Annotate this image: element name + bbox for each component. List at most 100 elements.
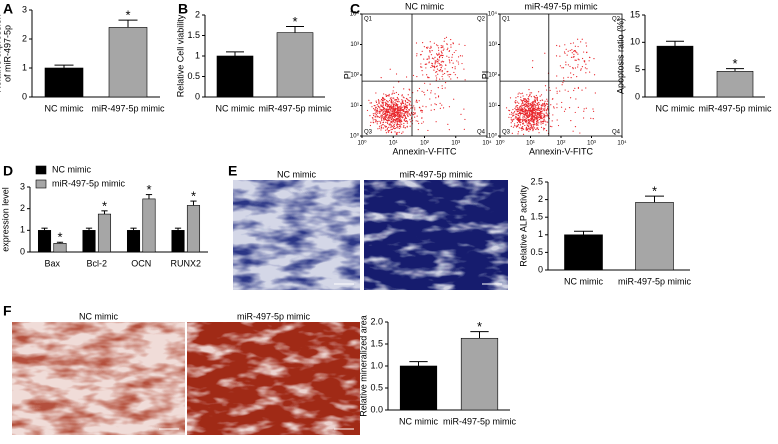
event-dot: [576, 60, 577, 61]
event-dot: [544, 109, 545, 110]
event-dot: [535, 114, 536, 115]
event-dot: [437, 55, 438, 56]
event-dot: [585, 87, 586, 88]
event-dot: [442, 57, 443, 58]
event-dot: [370, 125, 371, 126]
event-dot: [417, 90, 418, 91]
event-dot: [383, 102, 384, 103]
event-dot: [422, 91, 423, 92]
event-dot: [391, 122, 392, 123]
event-dot: [538, 106, 539, 107]
event-dot: [537, 97, 538, 98]
event-dot: [558, 125, 559, 126]
event-dot: [462, 55, 463, 56]
y-tick-label: 3: [22, 4, 27, 14]
event-dot: [464, 119, 465, 120]
event-dot: [570, 72, 571, 73]
event-dot: [379, 128, 380, 129]
event-dot: [526, 94, 527, 95]
event-dot: [561, 102, 562, 103]
event-dot: [534, 109, 535, 110]
event-dot: [442, 76, 443, 77]
event-dot: [435, 75, 436, 76]
event-dot: [582, 66, 583, 67]
event-dot: [432, 58, 433, 59]
event-dot: [526, 130, 527, 131]
event-dot: [537, 98, 538, 99]
event-dot: [576, 52, 577, 53]
event-dot: [522, 126, 523, 127]
event-dot: [525, 113, 526, 114]
event-dot: [404, 108, 405, 109]
event-dot: [446, 37, 447, 38]
plot-title: miR-497-5p mimic: [524, 1, 598, 11]
event-dot: [524, 120, 525, 121]
event-dot: [506, 107, 507, 108]
event-dot: [595, 92, 596, 93]
event-dot: [556, 103, 557, 104]
event-dot: [529, 122, 530, 123]
event-dot: [528, 107, 529, 108]
event-dot: [536, 121, 537, 122]
event-dot: [427, 47, 428, 48]
event-dot: [537, 120, 538, 121]
event-dot: [573, 56, 574, 57]
event-dot: [387, 104, 388, 105]
event-dot: [374, 113, 375, 114]
y-tick-label: 0: [538, 264, 543, 274]
event-dot: [389, 123, 390, 124]
legend-label: miR-497-5p mimic: [52, 178, 126, 188]
event-dot: [393, 127, 394, 128]
event-dot: [395, 119, 396, 120]
event-dot: [578, 107, 579, 108]
event-dot: [416, 42, 417, 43]
event-dot: [421, 67, 422, 68]
event-dot: [565, 89, 566, 90]
event-dot: [386, 103, 387, 104]
event-dot: [422, 42, 423, 43]
event-dot: [530, 108, 531, 109]
event-dot: [396, 132, 397, 133]
event-dot: [528, 109, 529, 110]
event-dot: [517, 113, 518, 114]
legend-swatch: [36, 166, 46, 174]
event-dot: [444, 73, 445, 74]
event-dot: [442, 55, 443, 56]
event-dot: [403, 88, 404, 89]
event-dot: [528, 120, 529, 121]
event-dot: [410, 114, 411, 115]
x-tick-label: 10⁴: [617, 140, 627, 147]
event-dot: [449, 129, 450, 130]
event-dot: [385, 105, 386, 106]
event-dot: [391, 111, 392, 112]
event-dot: [544, 101, 545, 102]
image-title: NC mimic: [277, 169, 316, 179]
event-dot: [413, 114, 414, 115]
event-dot: [534, 112, 535, 113]
event-dot: [533, 124, 534, 125]
event-dot: [529, 109, 530, 110]
event-dot: [529, 112, 530, 113]
event-dot: [418, 129, 419, 130]
event-dot: [383, 116, 384, 117]
event-dot: [515, 100, 516, 101]
event-dot: [397, 104, 398, 105]
event-dot: [545, 85, 546, 86]
x-tick-label: miR-497-5p mimic: [618, 276, 692, 286]
event-dot: [397, 126, 398, 127]
legend-label: NC mimic: [52, 164, 91, 174]
event-dot: [421, 117, 422, 118]
event-dot: [382, 117, 383, 118]
event-dot: [409, 89, 410, 90]
event-dot: [522, 120, 523, 121]
event-dot: [440, 69, 441, 70]
event-dot: [414, 109, 415, 110]
event-dot: [392, 93, 393, 94]
event-dot: [539, 104, 540, 105]
event-dot: [443, 61, 444, 62]
y-tick-label: 2: [20, 203, 25, 213]
event-dot: [543, 121, 544, 122]
event-dot: [441, 104, 442, 105]
event-dot: [381, 77, 382, 78]
event-dot: [529, 123, 530, 124]
